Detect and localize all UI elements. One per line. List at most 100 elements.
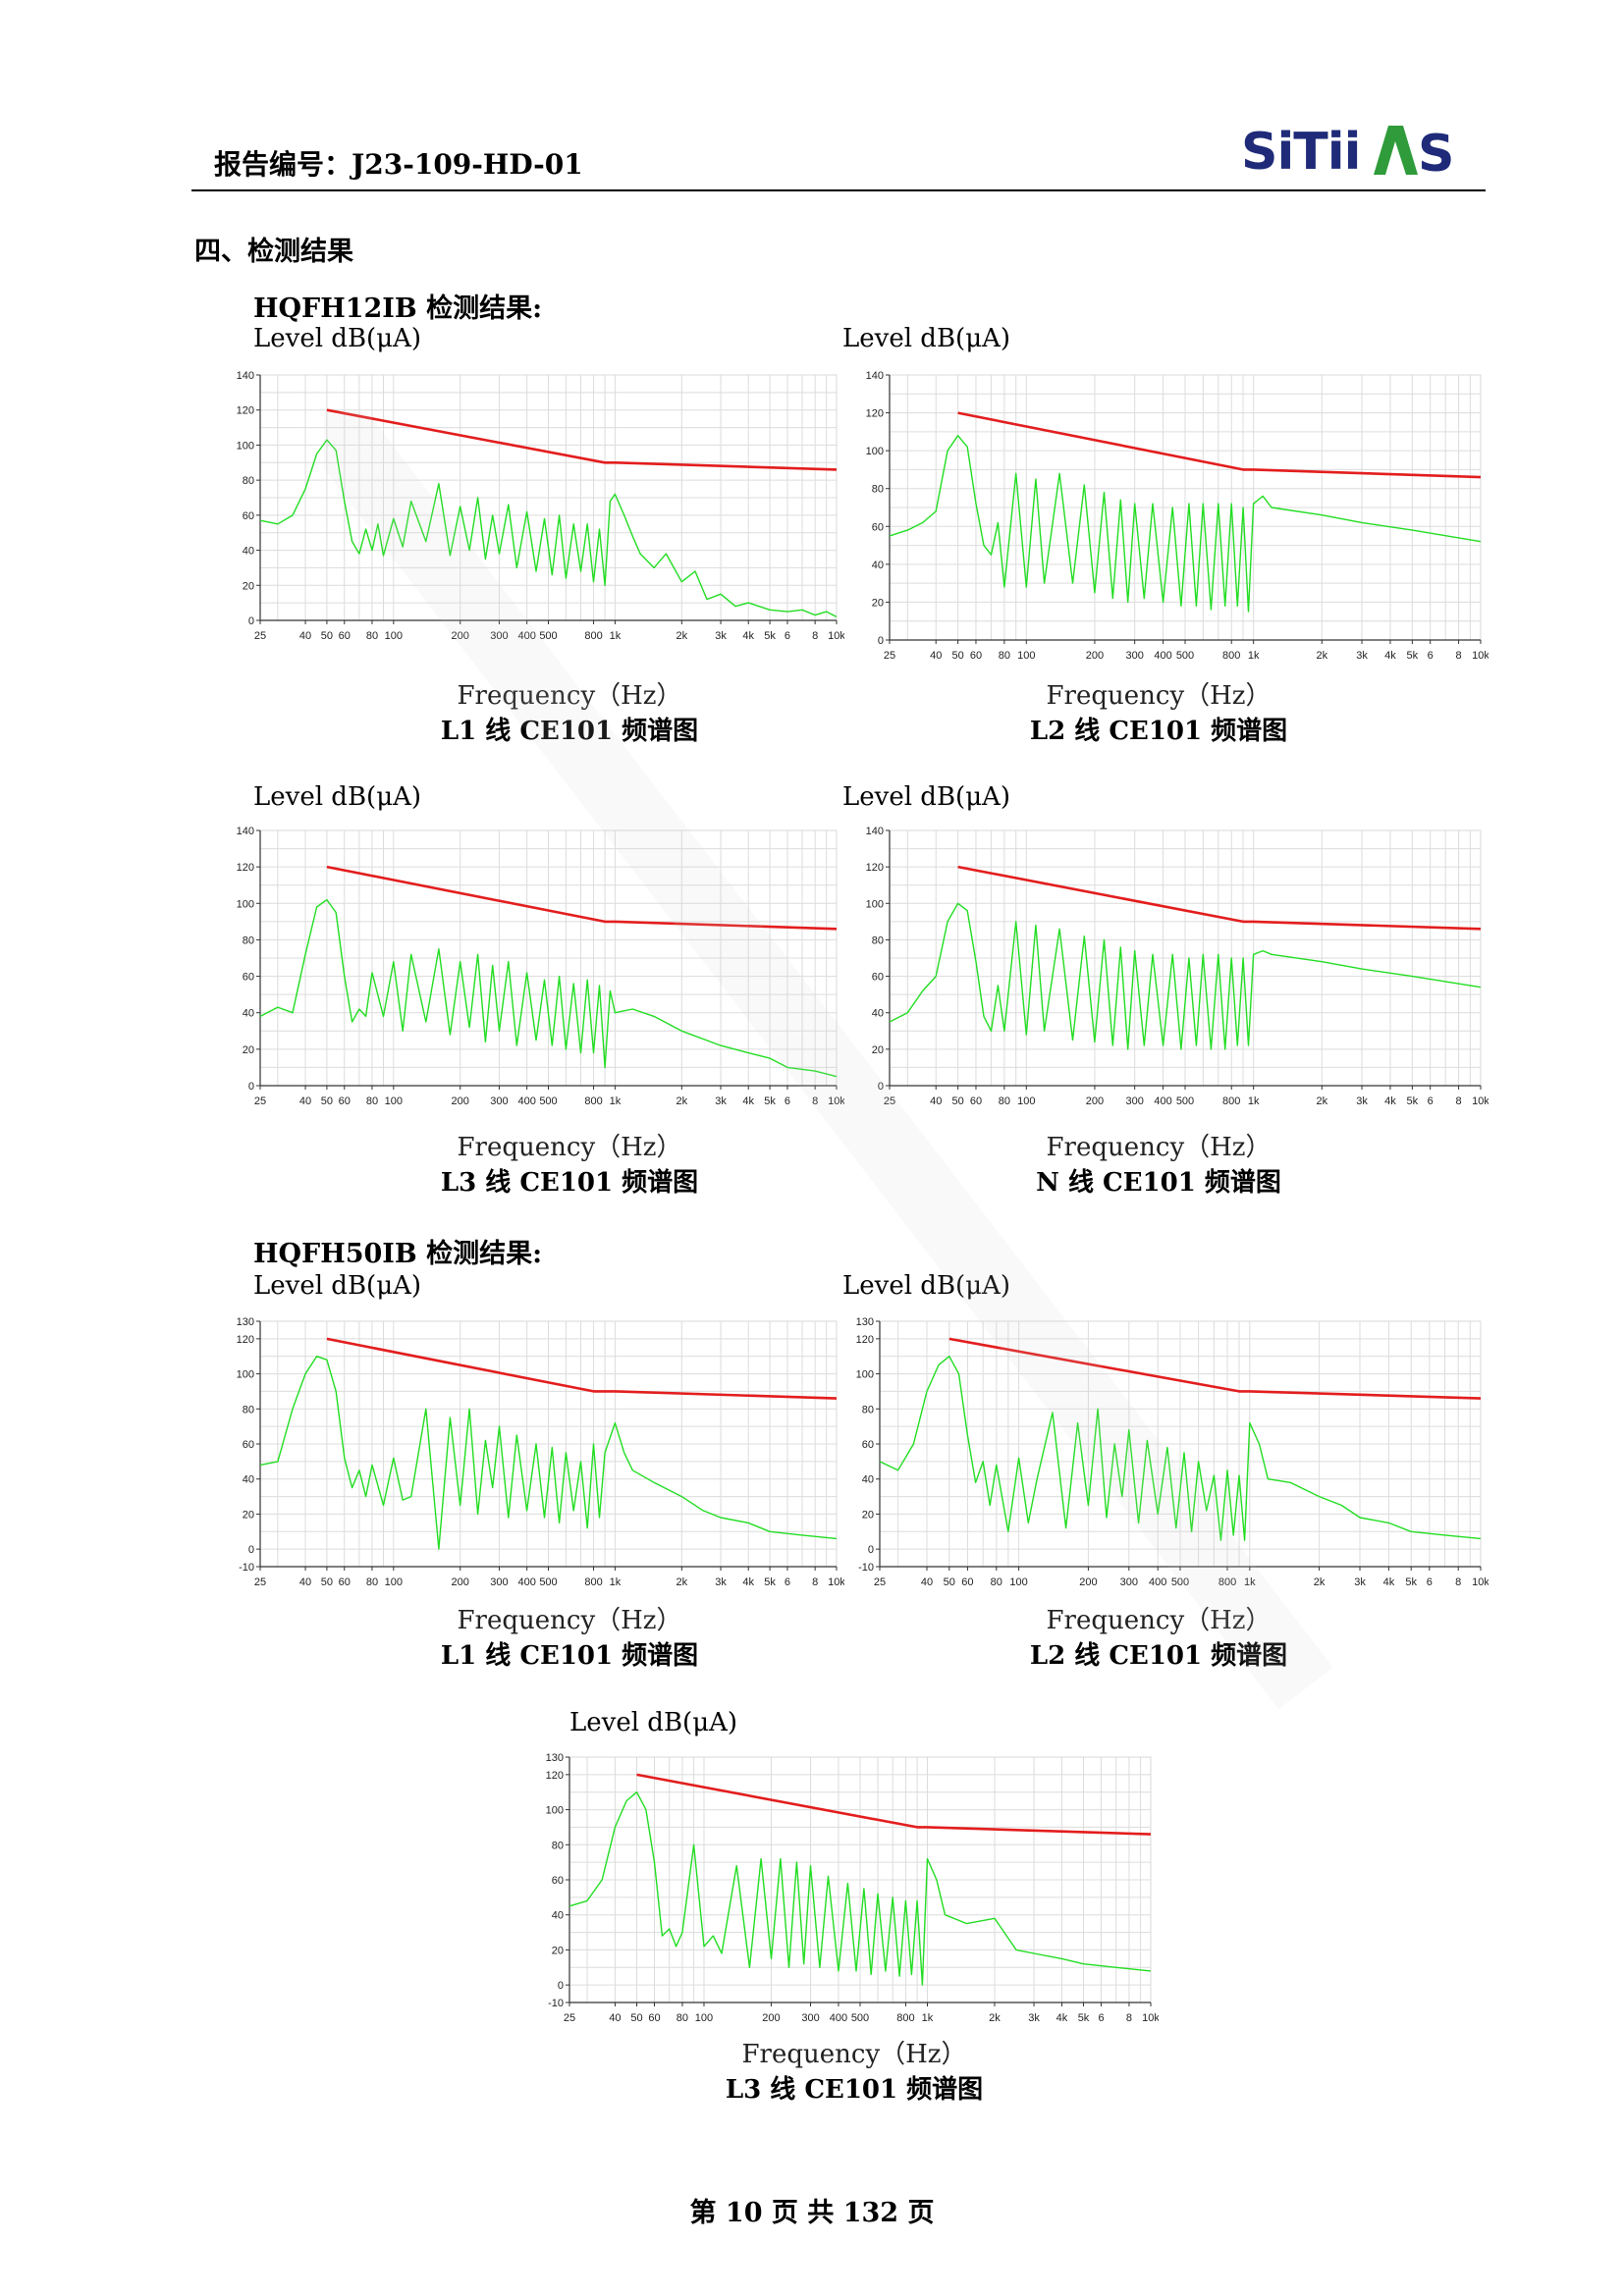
spectrum-chart-l2-12ib: 0 20 40 60 80 100 120 140 25 40 50 60 80 100 200 300 400… [850,365,1489,669]
y-tick-label: 60 [872,521,884,533]
ylabel-3: Level dB(μA) [842,782,1011,812]
y-tick-label: 100 [546,1805,564,1817]
x-tick-label: 6 [785,630,790,642]
caption-0: L1 线 CE101 频谱图 [440,717,699,746]
y-tick-label: 100 [237,898,254,910]
y-tick-label: 140 [237,826,254,837]
ylabel-5: Level dB(μA) [842,1271,1011,1301]
x-tick-label: 100 [385,1095,403,1107]
x-tick-label: 300 [1120,1576,1138,1588]
x-tick-label: 4k [1383,1576,1395,1588]
x-tick-label: 800 [584,1095,602,1107]
y-tick-label: 0 [248,1544,254,1556]
y-tick-label: 40 [552,1910,564,1922]
x-tick-label: 25 [874,1576,886,1588]
limit-line [957,411,1482,479]
x-tick-label: 50 [944,1576,955,1588]
svg-text:S: S [1418,125,1454,184]
x-tick-label: 200 [1086,650,1104,662]
caption-3: N 线 CE101 频谱图 [1036,1168,1281,1198]
xlabel-2: Frequency（Hz） [457,1133,682,1162]
x-tick-label: 50 [952,650,964,662]
x-tick-label: 3k [715,630,727,642]
y-tick-label: 100 [237,1369,254,1381]
x-tick-label: 80 [366,1095,378,1107]
y-tick-label: 100 [237,440,254,452]
x-tick-label: 100 [385,630,403,642]
x-tick-label: 5k [1405,1576,1417,1588]
y-tick-label: -10 [548,1998,564,2009]
caption-1: L2 线 CE101 频谱图 [1029,717,1288,746]
x-tick-label: 1k [1244,1576,1256,1588]
spectrum-chart-l3-50ib: -10 0 20 40 60 80 100 120 130 25 40 50 60 80 100 200 300… [540,1747,1159,2032]
x-tick-label: 6 [785,1095,790,1107]
x-tick-label: 300 [1125,1095,1143,1107]
x-tick-label: 800 [584,630,602,642]
measured-spectrum [889,902,1482,1050]
y-tick-label: 20 [552,1945,564,1956]
section-title: 四、检测结果 [194,237,353,267]
svg-text:SiTii: SiTii [1241,123,1360,182]
x-tick-label: 10k [1142,2012,1159,2024]
x-tick-label: 400 [1154,1095,1171,1107]
y-tick-label: 60 [552,1875,564,1887]
x-tick-label: 2k [1314,1576,1326,1588]
caption-6: L3 线 CE101 频谱图 [725,2075,984,2105]
x-tick-label: 3k [1028,2012,1040,2024]
y-tick-label: 100 [856,1369,874,1381]
x-tick-label: 50 [321,1095,333,1107]
x-tick-label: 200 [762,2012,780,2024]
x-tick-label: 3k [715,1576,727,1588]
x-tick-label: 5k [764,1576,776,1588]
x-tick-label: 25 [884,1095,895,1107]
x-tick-label: 200 [452,1095,469,1107]
x-tick-label: 1k [1248,1095,1260,1107]
caption-2: L3 线 CE101 频谱图 [440,1168,699,1198]
y-tick-label: 60 [872,972,884,984]
x-tick-label: 800 [584,1576,602,1588]
x-tick-label: 80 [999,650,1010,662]
x-tick-label: 80 [366,1576,378,1588]
x-tick-label: 8 [1456,650,1462,662]
y-tick-label: 40 [862,1474,874,1486]
x-tick-label: 4k [742,1576,754,1588]
x-tick-label: 40 [299,1576,311,1588]
x-tick-label: 25 [254,630,266,642]
x-tick-label: 4k [742,630,754,642]
x-tick-label: 4k [742,1095,754,1107]
x-tick-label: 50 [321,630,333,642]
x-tick-label: 60 [648,2012,660,2024]
limit-line [326,865,838,931]
x-tick-label: 800 [1222,1095,1240,1107]
y-tick-label: 100 [866,446,884,457]
y-tick-label: 20 [872,1044,884,1056]
x-tick-label: 25 [564,2012,575,2024]
x-tick-label: 500 [1171,1576,1189,1588]
y-tick-label: 130 [237,1316,254,1328]
limit-line [948,1337,1482,1400]
x-tick-label: 50 [321,1576,333,1588]
report-number: 报告编号：J23-109-HD-01 [214,148,583,181]
limit-line [957,865,1482,931]
x-tick-label: 1k [922,2012,934,2024]
y-tick-label: 0 [878,1081,884,1093]
x-tick-label: 200 [452,1576,469,1588]
x-tick-label: 80 [999,1095,1010,1107]
spectrum-chart-l1-12ib: 0 20 40 60 80 100 120 140 25 40 50 60 80 100 200 300 400… [231,365,844,650]
x-tick-label: 4k [1384,1095,1396,1107]
company-logo: SiTii S [1241,123,1454,184]
x-tick-label: 6 [1098,2012,1104,2024]
x-tick-label: 8 [812,1576,818,1588]
y-tick-label: 120 [237,405,254,417]
ylabel-6: Level dB(μA) [569,1708,738,1737]
x-tick-label: 300 [1125,650,1143,662]
x-tick-label: 6 [1428,650,1434,662]
measured-spectrum [879,1356,1482,1541]
y-tick-label: 140 [237,370,254,382]
y-tick-label: 0 [878,635,884,647]
y-tick-label: 140 [866,826,884,837]
ylabel-1: Level dB(μA) [842,324,1011,353]
xlabel-4: Frequency（Hz） [457,1606,682,1635]
x-tick-label: 3k [1356,1095,1368,1107]
y-tick-label: 140 [866,370,884,382]
